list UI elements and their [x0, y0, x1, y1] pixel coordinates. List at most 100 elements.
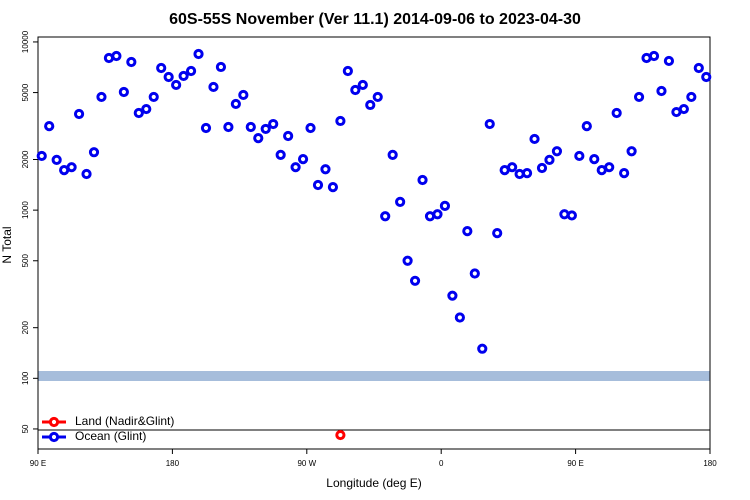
- x-tick-label: 180: [166, 459, 180, 468]
- data-point: [656, 85, 667, 97]
- data-point: [380, 211, 391, 222]
- data-point: [678, 103, 689, 115]
- chart-title: 60S-55S November (Ver 11.1) 2014-09-06 t…: [169, 11, 581, 28]
- data-point: [372, 91, 383, 103]
- data-point: [148, 91, 159, 103]
- y-tick-label: 100: [21, 371, 30, 385]
- data-point: [51, 154, 62, 165]
- data-point: [439, 200, 451, 211]
- data-point: [178, 70, 189, 82]
- data-point: [208, 81, 219, 93]
- plot-frame: [37, 36, 711, 450]
- data-point: [297, 154, 309, 165]
- data-point: [604, 162, 615, 173]
- data-point: [357, 79, 368, 91]
- data-point: [283, 130, 294, 142]
- y-tick-label: 5000: [21, 83, 30, 101]
- data-point: [402, 255, 413, 266]
- data-point: [215, 61, 227, 73]
- data-point: [409, 275, 421, 286]
- data-point: [305, 122, 316, 134]
- data-point: [133, 107, 144, 119]
- data-point: [44, 120, 55, 132]
- data-point: [432, 209, 443, 220]
- data-point: [507, 162, 518, 173]
- data-point: [141, 103, 152, 115]
- data-point: [245, 121, 256, 133]
- data-point: [66, 162, 77, 173]
- data-point: [619, 168, 630, 179]
- data-point: [686, 91, 697, 103]
- data-point: [626, 146, 637, 157]
- x-tick-label: 90 E: [30, 459, 46, 468]
- data-point: [156, 62, 167, 74]
- data-point: [589, 154, 600, 165]
- data-point: [447, 290, 458, 301]
- data-point: [701, 71, 712, 83]
- legend-label: Ocean (Glint): [75, 429, 146, 443]
- data-point: [395, 196, 406, 207]
- x-axis-label: Longitude (deg E): [326, 476, 421, 490]
- data-point: [633, 91, 645, 103]
- data-point: [462, 226, 473, 237]
- data-point: [417, 174, 428, 186]
- data-point: [320, 164, 331, 175]
- data-point: [492, 228, 503, 239]
- data-point: [365, 99, 376, 111]
- data-point: [335, 429, 346, 441]
- data-point: [163, 71, 174, 83]
- data-point: [551, 146, 563, 157]
- y-tick-label: 2000: [21, 150, 30, 168]
- data-point: [544, 154, 555, 165]
- data-point: [171, 79, 182, 91]
- legend-label: Land (Nadir&Glint): [75, 414, 174, 428]
- data-point: [185, 65, 197, 77]
- data-point: [387, 149, 398, 161]
- data-point: [648, 50, 660, 62]
- data-point: [36, 150, 47, 162]
- data-point: [253, 133, 264, 144]
- data-point: [200, 122, 212, 134]
- data-point: [342, 65, 353, 77]
- y-tick-label: 10000: [21, 30, 30, 53]
- data-point: [193, 48, 204, 60]
- y-tick-label: 50: [21, 424, 30, 433]
- data-point: [350, 84, 361, 96]
- x-tick-label: 90 W: [297, 459, 316, 468]
- data-point: [335, 115, 346, 127]
- data-point: [290, 162, 301, 173]
- data-point: [223, 121, 234, 133]
- data-point: [581, 120, 592, 132]
- data-point: [484, 118, 495, 130]
- reference-band: [38, 371, 710, 381]
- data-point: [118, 86, 129, 98]
- data-point: [126, 56, 137, 68]
- data-point: [73, 108, 85, 120]
- y-axis-label: N Total: [0, 226, 14, 263]
- data-point: [275, 149, 286, 161]
- data-point: [454, 312, 465, 323]
- data-point: [268, 118, 279, 130]
- data-point: [566, 210, 577, 221]
- y-tick-label: 500: [21, 254, 30, 268]
- y-tick-label: 200: [21, 320, 30, 334]
- data-point: [469, 268, 480, 279]
- data-point: [574, 150, 585, 162]
- data-point: [529, 133, 540, 145]
- data-point: [238, 89, 249, 101]
- data-point: [81, 168, 92, 180]
- data-point: [260, 123, 271, 135]
- data-point: [111, 50, 122, 62]
- data-point: [663, 55, 675, 67]
- data-point: [693, 62, 704, 74]
- legend-swatch-marker: [48, 416, 60, 428]
- data-point: [536, 162, 548, 174]
- data-point: [477, 343, 488, 354]
- data-point: [230, 98, 241, 110]
- legend-swatch-marker: [48, 431, 60, 443]
- x-tick-label: 90 E: [567, 459, 583, 468]
- data-point: [521, 168, 533, 179]
- data-point: [96, 91, 107, 103]
